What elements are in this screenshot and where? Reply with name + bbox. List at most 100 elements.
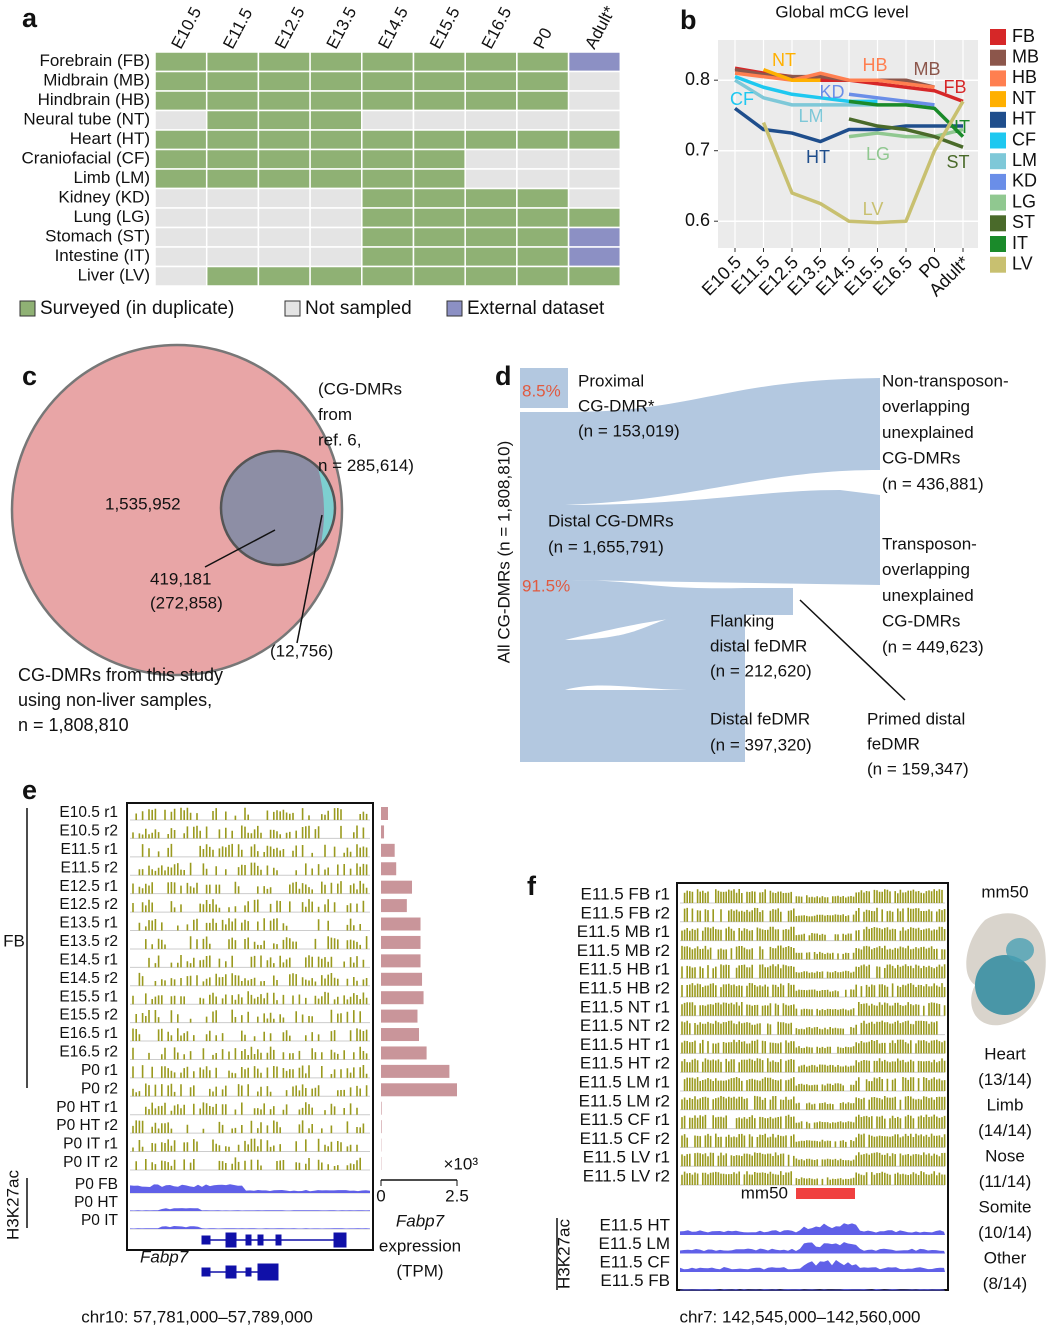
label: n = 1,808,810 [18, 715, 129, 735]
cell [567, 207, 622, 229]
cell [309, 129, 363, 151]
row-label: E11.5 CF [599, 1252, 670, 1271]
methylation-track [681, 945, 946, 960]
cell [516, 226, 570, 248]
methylation-track [138, 862, 368, 876]
label: CG-DMRs from this study [18, 665, 223, 685]
series-label: MB [914, 59, 941, 79]
cell [361, 168, 415, 190]
cell [154, 129, 208, 151]
row-label: Heart (HT) [70, 129, 150, 148]
legend-swatch [990, 194, 1006, 211]
label: unexplained [882, 586, 974, 605]
methylation-track [683, 889, 943, 903]
cell [205, 51, 260, 73]
row-label: E11.5 HB r1 [579, 960, 670, 979]
group-label: H3K27ac [554, 1219, 573, 1289]
col-label: E14.5 [374, 4, 412, 52]
cell [309, 90, 363, 112]
label: Proximal [578, 371, 644, 390]
cell [464, 90, 518, 112]
cell [205, 109, 260, 131]
cell [154, 51, 208, 73]
h3k27ac-track [680, 1260, 945, 1272]
legend-label: KD [1012, 171, 1037, 191]
bar [381, 991, 424, 1005]
series-line [761, 100, 965, 225]
label: CG-DMRs [882, 612, 960, 631]
count-label: (12,756) [270, 641, 333, 660]
legend-label: LV [1012, 253, 1033, 273]
cell [257, 246, 311, 268]
h3k27ac-track [130, 1184, 370, 1193]
cell [412, 226, 466, 248]
cell [361, 207, 415, 229]
label: (n = 159,347) [867, 759, 969, 778]
gene-model [201, 1232, 347, 1281]
legend-label: CF [1012, 129, 1036, 149]
label: distal feDMR [710, 636, 807, 655]
series-label: LV [863, 199, 884, 219]
bar [381, 972, 423, 986]
methylation-track [132, 1138, 358, 1152]
bar [381, 862, 397, 876]
row-label: E11.5 NT r1 [580, 997, 670, 1016]
series-label: FB [943, 77, 966, 97]
methylation-track [681, 964, 946, 979]
col-label: E11.5 [219, 5, 256, 52]
series-label: IT [954, 117, 970, 137]
bar [381, 1009, 418, 1023]
methylation-track [148, 955, 365, 968]
cell [154, 207, 208, 229]
row-label: Limb (LM) [73, 168, 150, 187]
legend-label: HB [1012, 67, 1037, 87]
cell [205, 148, 260, 170]
methylation-track [681, 1152, 946, 1167]
row-label: P0 HT r1 [56, 1099, 118, 1116]
row-label: E11.5 CF r1 [580, 1110, 670, 1129]
methylation-track [132, 1120, 365, 1134]
cell [205, 129, 260, 151]
group-label: FB [3, 931, 25, 950]
count-label: Other [984, 1248, 1027, 1267]
row-label: P0 r2 [81, 1080, 118, 1097]
bar [381, 1120, 382, 1134]
bar [381, 1083, 457, 1097]
cell [412, 187, 466, 209]
legend-label: FB [1012, 26, 1035, 46]
cell [412, 246, 466, 268]
label: Transposon- [882, 534, 977, 553]
axis-label: (TPM) [396, 1261, 443, 1280]
cell [567, 109, 622, 131]
label: (n = 436,881) [882, 474, 984, 493]
cell [464, 246, 518, 268]
series-line [734, 71, 935, 89]
group-label: H3K27ac [3, 1170, 22, 1240]
legend-label: LM [1012, 150, 1037, 170]
legend-label: Surveyed (in duplicate) [40, 298, 234, 319]
h3k27ac-track [680, 1289, 945, 1291]
legend-swatch [990, 70, 1006, 87]
legend-swatch [990, 29, 1006, 45]
methylation-track [683, 907, 946, 922]
row-label: P0 r1 [81, 1062, 118, 1079]
cell [567, 265, 622, 287]
cell [257, 70, 311, 92]
bar [381, 954, 421, 968]
bar [381, 899, 407, 913]
label: Distal CG-DMRs [548, 511, 674, 530]
row-label: P0 FB [75, 1176, 118, 1193]
cell [309, 187, 363, 209]
row-label: Kidney (KD) [58, 188, 150, 207]
legend-swatch [990, 236, 1006, 252]
cell [205, 90, 260, 112]
cell [309, 265, 363, 287]
row-label: E11.5 LM r1 [579, 1072, 670, 1091]
count-label: (13/14) [978, 1070, 1032, 1089]
row-label: E14.5 r2 [59, 970, 118, 987]
cell [464, 51, 518, 73]
cell [516, 109, 570, 131]
panel-label: d [495, 361, 512, 391]
bar [381, 825, 385, 839]
